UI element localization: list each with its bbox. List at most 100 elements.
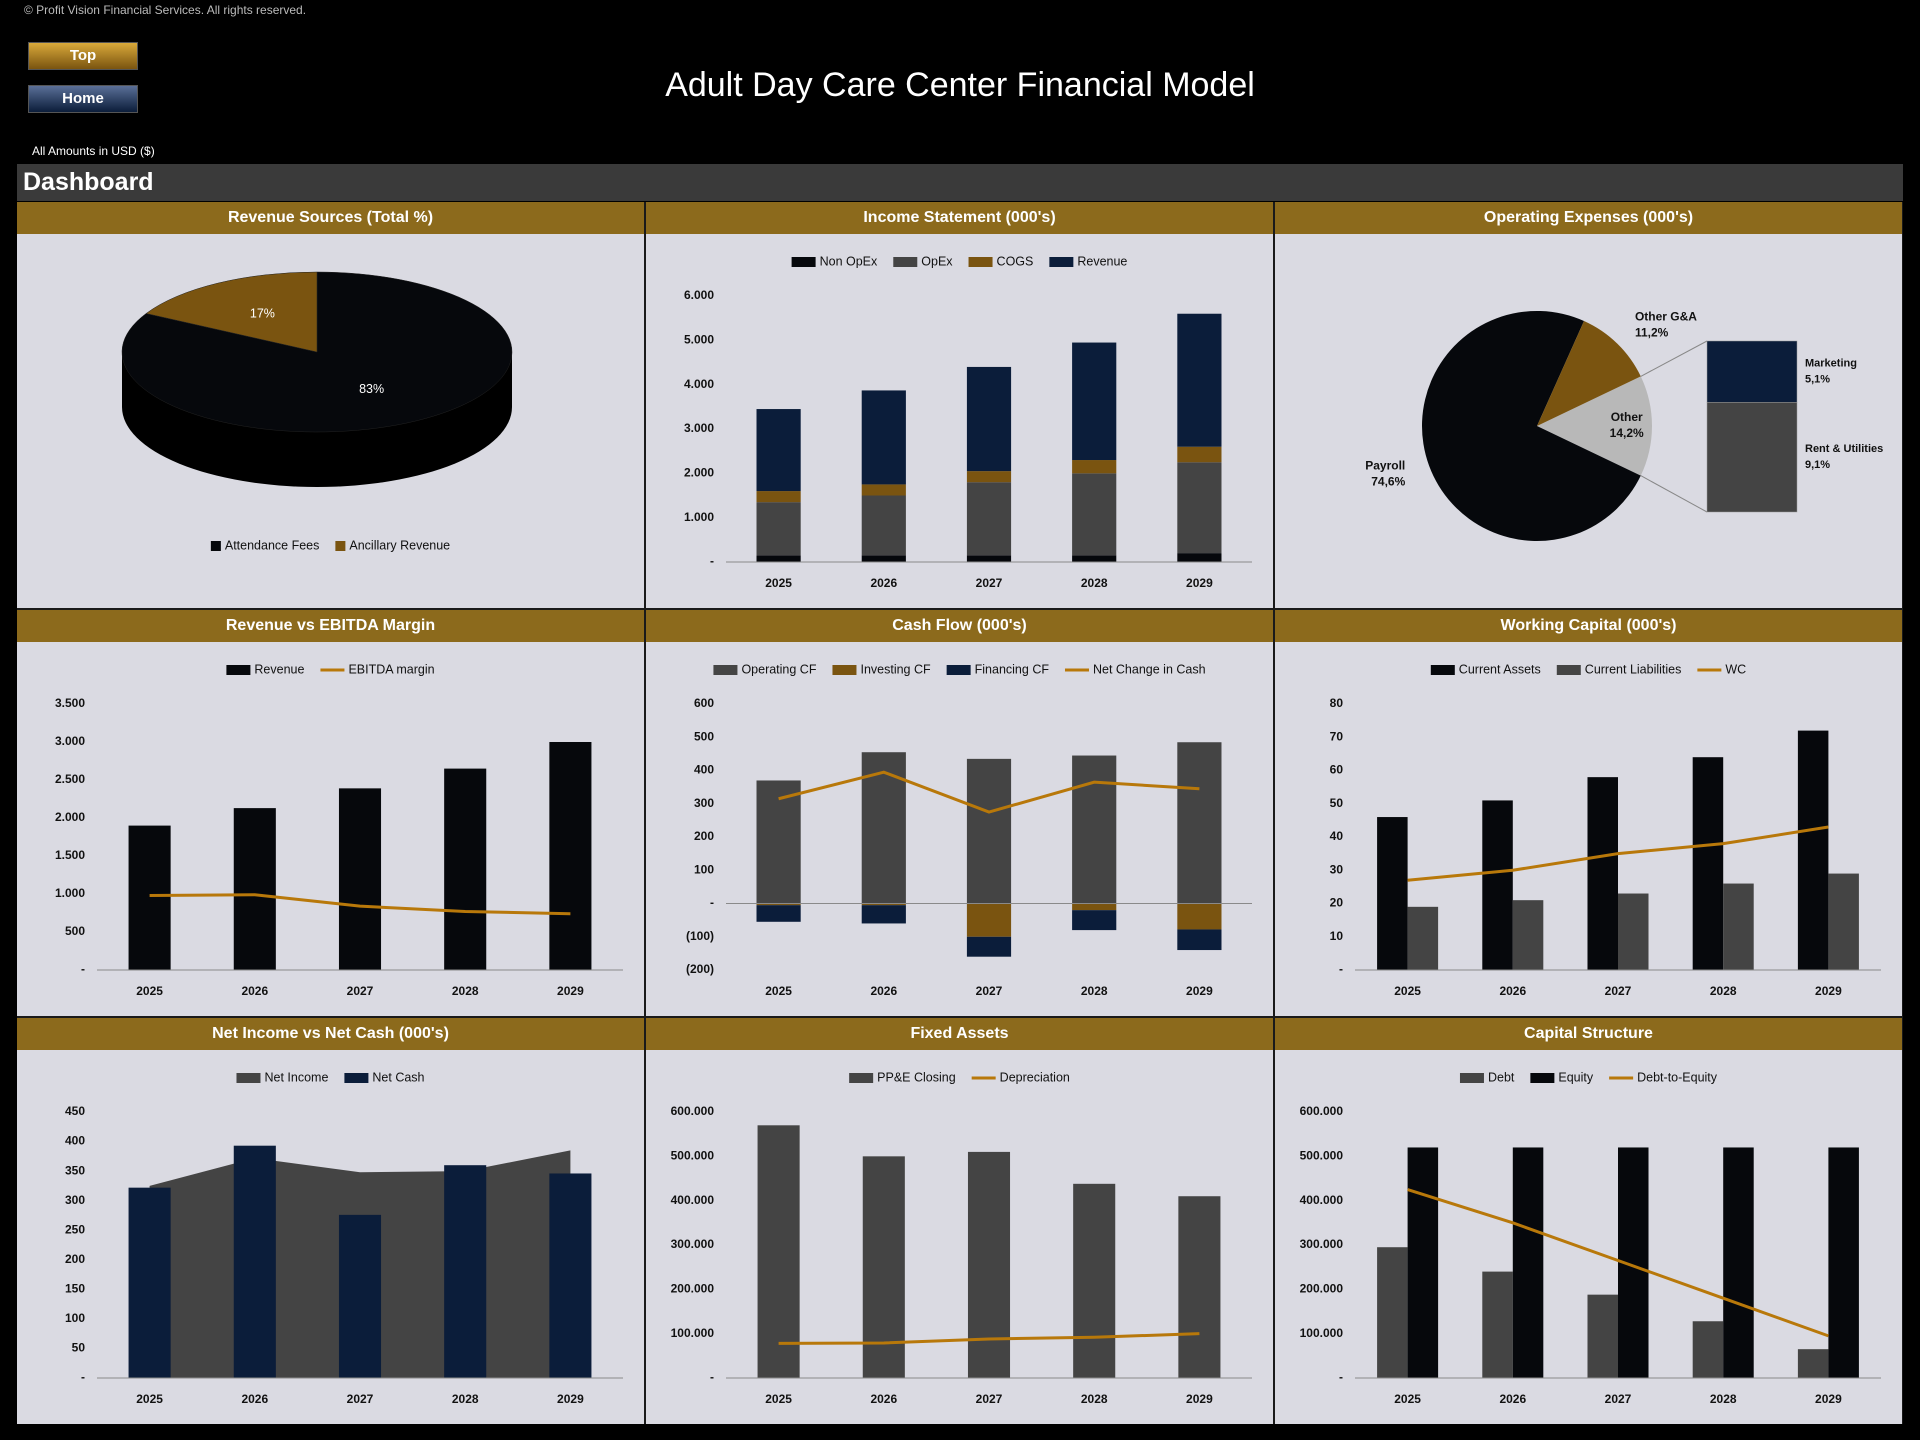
x-tick-label: 2025 bbox=[765, 984, 792, 998]
data-label-name: Payroll bbox=[1365, 459, 1405, 473]
legend-label: EBITDA margin bbox=[348, 662, 434, 676]
x-tick-label: 2029 bbox=[1815, 984, 1842, 998]
legend-swatch bbox=[832, 665, 857, 675]
bar bbox=[338, 788, 382, 970]
x-tick-label: 2028 bbox=[452, 1392, 479, 1406]
line bbox=[778, 770, 1200, 814]
chart-panel: Revenue vs EBITDA Margin - 500 1.000 1.500 2.… bbox=[17, 610, 644, 1016]
home-button[interactable]: Home bbox=[28, 85, 138, 113]
y-tick-label: 10 bbox=[1330, 929, 1344, 943]
legend-label: PP&E Closing bbox=[877, 1070, 956, 1084]
bar bbox=[1828, 873, 1859, 970]
y-tick-label: 1.000 bbox=[55, 886, 85, 900]
x-tick-label: 2027 bbox=[1605, 984, 1632, 998]
x-tick-label: 2028 bbox=[1710, 984, 1737, 998]
bar bbox=[966, 758, 1012, 904]
chart-panel: Net Income vs Net Cash (000's) - 50 100 150 2… bbox=[17, 1018, 644, 1424]
y-tick-label: 100 bbox=[65, 1311, 85, 1325]
legend-label: Ancillary Revenue bbox=[349, 538, 450, 552]
bar bbox=[756, 491, 801, 503]
x-tick-label: 2026 bbox=[1499, 1392, 1526, 1406]
x-tick-label: 2027 bbox=[347, 1392, 374, 1406]
y-tick-label: 400.000 bbox=[671, 1193, 715, 1207]
chart-panel: Income Statement (000's) - 1.000 2.000 3.000… bbox=[646, 202, 1273, 608]
y-tick-label: 2.000 bbox=[684, 466, 714, 480]
y-tick-label: 600.000 bbox=[671, 1104, 715, 1118]
y-tick-label: 350 bbox=[65, 1163, 85, 1177]
dashboard-grid: Revenue Sources (Total %) 83% 17% Attendanc… bbox=[17, 202, 1903, 1424]
legend: Current Assets Current Liabilities WC bbox=[1430, 662, 1746, 676]
y-tick-label: 4.000 bbox=[684, 377, 714, 391]
legend-label: Equity bbox=[1558, 1070, 1593, 1084]
legend-swatch bbox=[1049, 257, 1074, 267]
legend: Debt Equity Debt-to-Equity bbox=[1459, 1070, 1718, 1084]
bar bbox=[1072, 342, 1117, 461]
bar bbox=[966, 903, 1012, 937]
y-tick-label: 100 bbox=[694, 862, 714, 876]
bar bbox=[1618, 893, 1649, 970]
bar bbox=[861, 484, 906, 496]
bar bbox=[861, 905, 906, 924]
y-tick-label: 80 bbox=[1330, 696, 1344, 710]
top-button[interactable]: Top bbox=[28, 42, 138, 70]
y-tick-label: 100.000 bbox=[1300, 1326, 1344, 1340]
data-label-value: 74,6% bbox=[1371, 475, 1405, 489]
x-tick-label: 2029 bbox=[1186, 984, 1213, 998]
x-tick-label: 2025 bbox=[136, 1392, 163, 1406]
x-tick-label: 2027 bbox=[976, 984, 1003, 998]
chart-panel: Revenue Sources (Total %) 83% 17% Attendanc… bbox=[17, 202, 644, 608]
data-label-name: Other bbox=[1611, 410, 1643, 424]
y-tick-label: 450 bbox=[65, 1104, 85, 1118]
legend-label: Current Liabilities bbox=[1585, 662, 1682, 676]
y-tick-label: 3.000 bbox=[684, 421, 714, 435]
y-tick-label: 200 bbox=[694, 829, 714, 843]
y-tick-label: 300 bbox=[694, 796, 714, 810]
bar bbox=[549, 742, 592, 970]
y-tick-label: 50 bbox=[72, 1341, 86, 1355]
data-label: 83% bbox=[359, 382, 384, 396]
x-tick-label: 2029 bbox=[1815, 1392, 1842, 1406]
y-tick-label: - bbox=[1339, 962, 1343, 976]
bar bbox=[1177, 446, 1222, 463]
y-tick-label: - bbox=[81, 1370, 85, 1384]
data-label-name: Rent & Utilities bbox=[1805, 443, 1883, 455]
bar bbox=[756, 409, 801, 492]
chart-panel: Capital Structure - 100.000 200.000 300.000 4… bbox=[1275, 1018, 1902, 1424]
chart-panel: Fixed Assets - 100.000 200.000 300.000 400.00… bbox=[646, 1018, 1273, 1424]
legend-label: Non OpEx bbox=[820, 254, 878, 268]
chart-title: Net Income vs Net Cash (000's) bbox=[17, 1018, 644, 1050]
legend-label: Revenue bbox=[254, 662, 304, 676]
legend-swatch bbox=[968, 257, 993, 267]
x-tick-label: 2027 bbox=[347, 984, 374, 998]
x-tick-label: 2028 bbox=[1081, 1392, 1108, 1406]
y-tick-label: 150 bbox=[65, 1282, 85, 1296]
bar bbox=[1177, 553, 1222, 562]
chart: - 500 1.000 1.500 2.000 2.500 3.000 3.500 2025 20… bbox=[55, 662, 623, 998]
bar bbox=[1177, 313, 1222, 447]
chart-panel: Working Capital (000's) - 10 20 30 40 50 60 70 80… bbox=[1275, 610, 1902, 1016]
chart-title: Working Capital (000's) bbox=[1275, 610, 1902, 642]
bar bbox=[861, 903, 906, 906]
y-tick-label: 400 bbox=[65, 1134, 85, 1148]
chart: 83% 17% Attendance Fees Ancillary Revenue bbox=[121, 271, 513, 552]
bar bbox=[1797, 1349, 1829, 1378]
bar bbox=[1587, 777, 1618, 970]
legend: Operating CF Investing CF Financing CF Net … bbox=[713, 662, 1206, 676]
legend-swatch bbox=[1459, 1073, 1484, 1083]
y-tick-label: 2.500 bbox=[55, 772, 85, 786]
chart: - 50 100 150 200 250 300 350 400 450 2025 2026 2027 2… bbox=[65, 1070, 623, 1406]
y-tick-label: 400.000 bbox=[1300, 1193, 1344, 1207]
x-tick-label: 2026 bbox=[241, 1392, 268, 1406]
chart-title: Operating Expenses (000's) bbox=[1275, 202, 1902, 234]
bar bbox=[757, 1125, 800, 1378]
y-tick-label: 2.000 bbox=[55, 810, 85, 824]
pie-slice bbox=[1537, 321, 1641, 426]
data-label-name: Other G&A bbox=[1635, 310, 1697, 324]
x-tick-label: 2029 bbox=[557, 984, 584, 998]
y-tick-label: 500 bbox=[65, 924, 85, 938]
x-tick-label: 2026 bbox=[870, 1392, 897, 1406]
bar bbox=[966, 482, 1012, 556]
bar bbox=[1178, 1196, 1221, 1378]
x-tick-label: 2025 bbox=[1394, 1392, 1421, 1406]
bar bbox=[1482, 1271, 1513, 1378]
